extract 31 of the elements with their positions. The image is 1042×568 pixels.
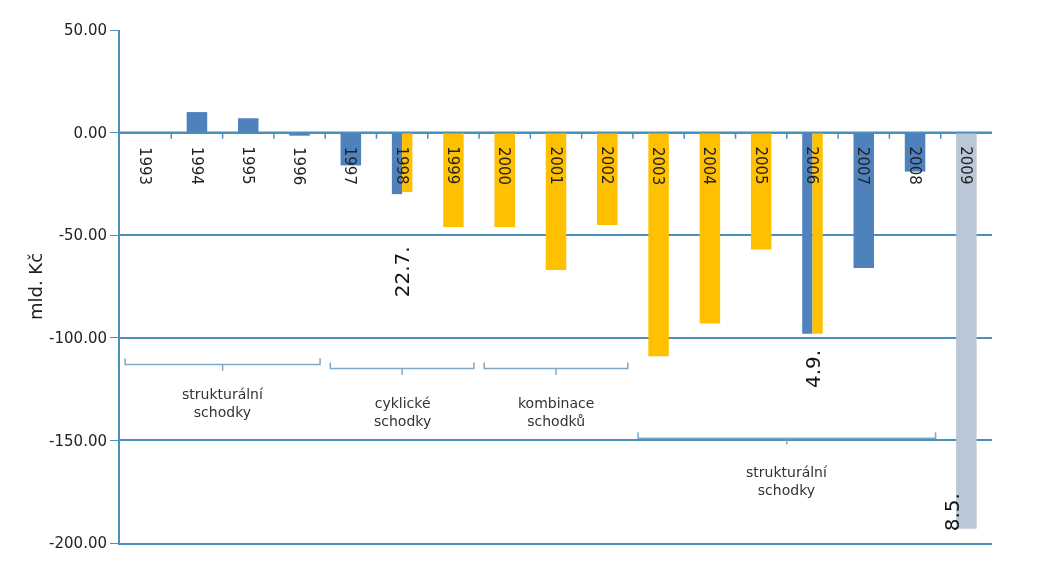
x-tick-label: 1999 bbox=[444, 146, 463, 185]
y-tick-label: -100.00 bbox=[49, 329, 107, 348]
annotation: strukturální schodky bbox=[746, 464, 828, 499]
y-tick-label: -150.00 bbox=[49, 431, 107, 450]
y-axis-title: mld. Kč bbox=[24, 252, 46, 321]
x-tick-label: 2009 bbox=[956, 146, 975, 185]
x-tick-label: 2001 bbox=[546, 146, 565, 185]
x-tick-label: 1993 bbox=[136, 146, 155, 186]
x-tick-label: 2007 bbox=[854, 146, 873, 186]
annotation: strukturální schodky bbox=[182, 386, 264, 421]
annotation: 4.9. bbox=[800, 349, 825, 389]
y-tick-label: -50.00 bbox=[58, 226, 107, 245]
x-tick-label: 2004 bbox=[700, 146, 719, 185]
x-tick-label: 1998 bbox=[392, 146, 411, 185]
y-tick-label: -200.00 bbox=[49, 534, 107, 553]
x-tick-label: 1997 bbox=[341, 146, 360, 185]
annotation: cyklické schodky bbox=[374, 395, 432, 430]
y-tick-label: 0.00 bbox=[73, 123, 107, 142]
x-tick-label: 2002 bbox=[597, 146, 616, 185]
x-tick-label: 1995 bbox=[238, 146, 257, 185]
annotation: 22.7. bbox=[389, 246, 414, 298]
annotation: kombinace schodků bbox=[518, 395, 595, 430]
x-tick-label: 2008 bbox=[905, 146, 924, 185]
x-tick-label: 2003 bbox=[649, 147, 668, 186]
x-tick-label: 1994 bbox=[187, 146, 206, 185]
x-tick-label: 1996 bbox=[290, 147, 309, 186]
annotation: 8.5. bbox=[939, 493, 964, 532]
x-tick-label: 2000 bbox=[495, 146, 514, 186]
x-tick-label: 2005 bbox=[751, 146, 770, 185]
y-tick-label: 50.00 bbox=[64, 21, 107, 40]
x-tick-label: 2006 bbox=[803, 146, 822, 185]
